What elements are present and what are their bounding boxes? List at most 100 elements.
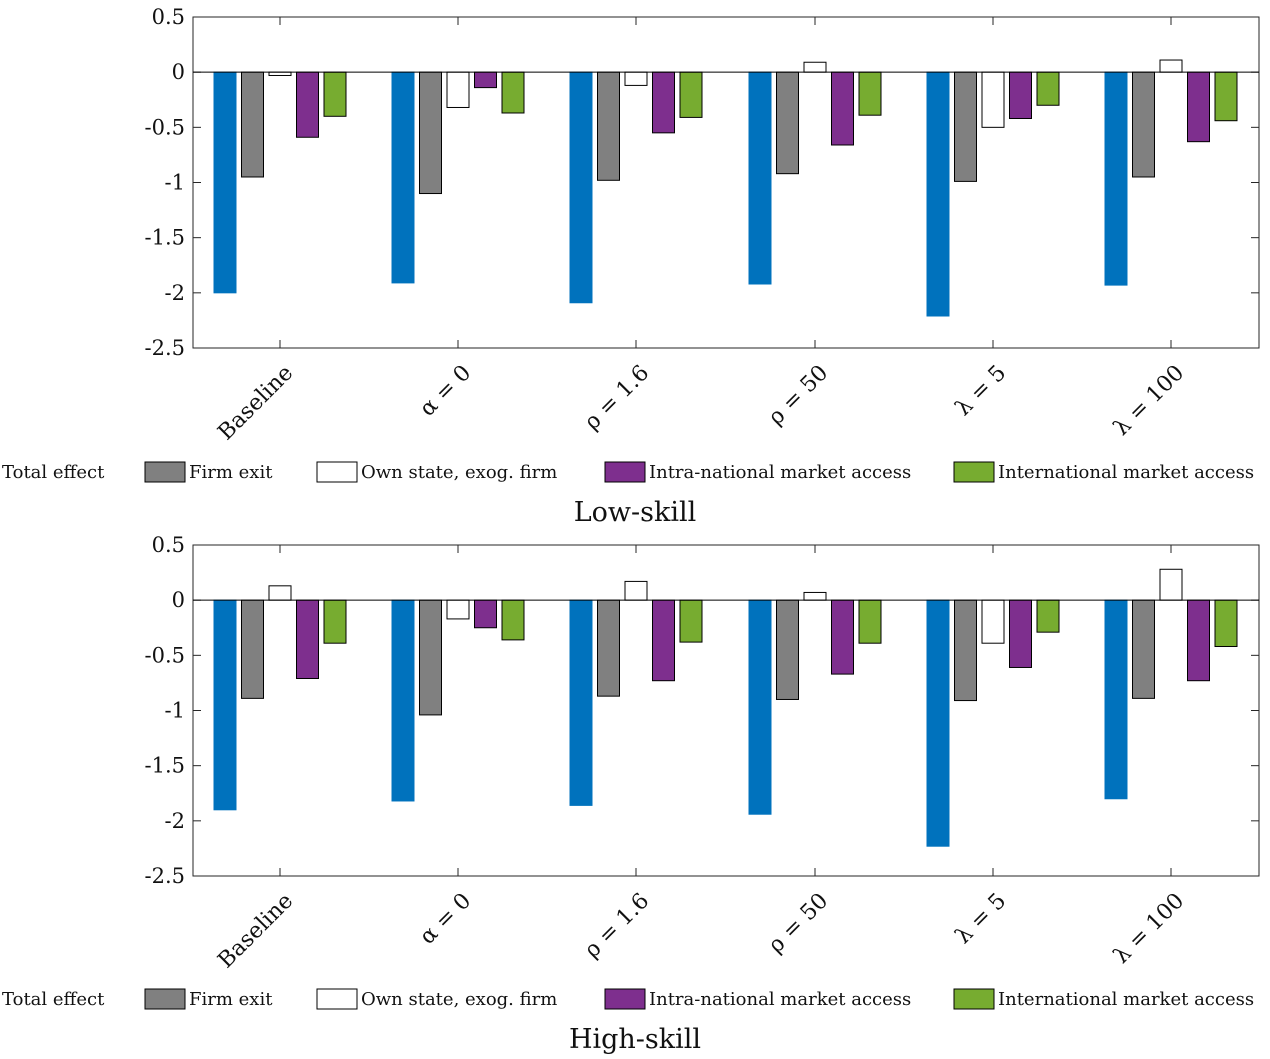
y-tick-label: 0.5	[152, 533, 185, 557]
axes-frame	[192, 544, 1260, 877]
bar	[268, 585, 292, 601]
x-tick-label: λ = 100	[1109, 889, 1189, 969]
bar	[679, 71, 703, 118]
x-tick-label: λ = 5	[951, 889, 1011, 949]
bar	[501, 71, 525, 114]
y-tick-label: 0	[172, 588, 185, 612]
bar	[926, 71, 950, 317]
legend-label: Own state, exog. firm	[361, 462, 557, 483]
y-tick-label: -1.5	[145, 226, 186, 250]
legend-swatch	[144, 988, 186, 1010]
x-tick-label: λ = 100	[1109, 361, 1189, 441]
legend-label: Total effect	[2, 989, 105, 1010]
bar	[1104, 599, 1128, 800]
legend-label: Firm exit	[189, 462, 273, 483]
bar	[981, 599, 1005, 644]
bar	[954, 599, 977, 702]
legend-label: Intra-national market access	[649, 989, 911, 1010]
legend-label: Total effect	[2, 462, 105, 483]
bar	[569, 71, 593, 304]
y-tick-label: -2.5	[145, 864, 186, 888]
bar	[926, 599, 950, 847]
bar	[1187, 599, 1210, 682]
panel-title: Low-skill	[574, 497, 697, 528]
bar	[296, 599, 319, 680]
bar	[501, 599, 525, 641]
x-tick-label: Baseline	[213, 889, 298, 974]
bar	[624, 71, 648, 86]
bar	[831, 599, 854, 675]
x-tick-label: ρ = 1.6	[580, 361, 654, 435]
bar	[652, 71, 675, 134]
bar	[323, 71, 347, 117]
bar	[803, 591, 827, 601]
bar	[803, 61, 827, 73]
bar	[748, 599, 772, 815]
panel-title: High-skill	[569, 1024, 701, 1055]
panel-low-skill: 0.5 0 -0.5 -1 -1.5 -2 -2.5 Baseline α = 0 ρ = 1.6…	[2, 5, 1260, 528]
bar	[419, 71, 442, 195]
legend: Total effect Firm exit Own state, exog. fi…	[2, 988, 1254, 1010]
bar	[1159, 59, 1183, 73]
bar	[569, 599, 593, 806]
x-tick-label: α = 0	[415, 889, 476, 950]
panel-high-skill: 0.5 0 -0.5 -1 -1.5 -2 -2.5 Baseline α = 0 ρ = 1.6…	[2, 533, 1260, 1055]
y-tick-label: -1	[165, 171, 185, 195]
bar	[776, 71, 799, 175]
bar	[1187, 71, 1210, 143]
bar	[446, 71, 470, 108]
legend-label: International market access	[998, 462, 1254, 483]
bar	[213, 71, 237, 294]
legend-label: International market access	[998, 989, 1254, 1010]
bar	[748, 71, 772, 285]
y-tick-label: -2	[165, 281, 185, 305]
legend-label: Own state, exog. firm	[361, 989, 557, 1010]
bar	[597, 71, 620, 181]
y-tick-label: 0	[172, 60, 185, 84]
bar	[213, 599, 237, 811]
y-tick-label: -0.5	[145, 643, 186, 667]
legend-swatch	[144, 461, 186, 483]
y-tick-label: -1.5	[145, 754, 186, 778]
x-tick-label: Baseline	[213, 361, 298, 446]
bar	[597, 599, 620, 697]
bar	[1214, 71, 1238, 122]
x-tick-label: α = 0	[415, 361, 476, 422]
bar	[679, 599, 703, 643]
bar	[1036, 599, 1060, 633]
legend-swatch	[316, 461, 358, 483]
bar	[1214, 599, 1238, 648]
bar	[1009, 599, 1032, 668]
bar	[474, 599, 497, 629]
axes-frame	[192, 16, 1260, 349]
bar	[954, 71, 977, 182]
legend-swatch	[953, 988, 995, 1010]
bar	[446, 599, 470, 620]
legend-swatch	[953, 461, 995, 483]
bar	[296, 71, 319, 138]
legend-label: Intra-national market access	[649, 462, 911, 483]
y-tick-label: -0.5	[145, 115, 186, 139]
bar	[241, 71, 264, 178]
x-tick-label: ρ = 50	[764, 889, 834, 959]
legend-swatch	[604, 461, 646, 483]
x-tick-label: ρ = 1.6	[580, 889, 654, 963]
bar	[981, 71, 1005, 128]
bar	[1009, 71, 1032, 120]
y-tick-label: -2.5	[145, 336, 186, 360]
bar	[391, 599, 415, 802]
bar	[1036, 71, 1060, 106]
legend: Total effect Firm exit Own state, exog. fi…	[2, 461, 1254, 483]
x-tick-label: ρ = 50	[764, 361, 834, 431]
bar	[391, 71, 415, 284]
bar	[858, 599, 882, 644]
bar	[652, 599, 675, 682]
legend-label: Firm exit	[189, 989, 273, 1010]
bar	[419, 599, 442, 716]
y-tick-label: 0.5	[152, 5, 185, 29]
bar	[858, 71, 882, 116]
bar	[831, 71, 854, 146]
x-tick-label: λ = 5	[951, 361, 1011, 421]
y-tick-label: -2	[165, 809, 185, 833]
